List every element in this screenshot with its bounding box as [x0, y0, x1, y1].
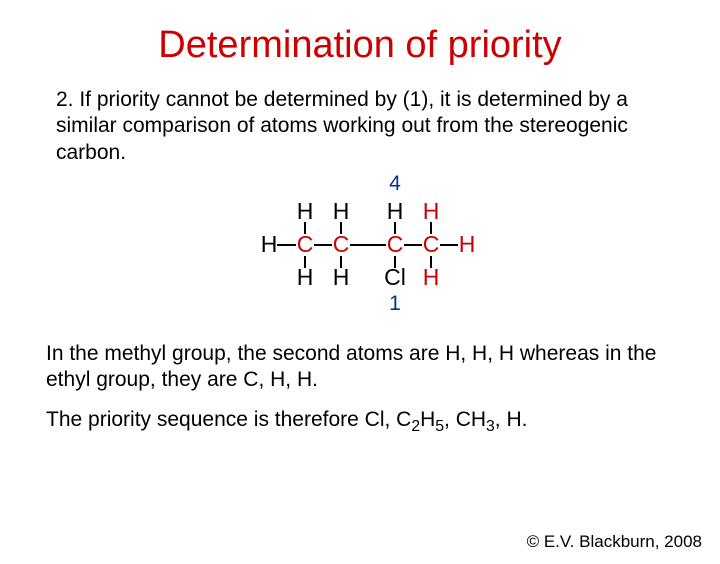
svg-text:C: C	[423, 231, 440, 257]
svg-text:H: H	[387, 198, 404, 224]
svg-text:C: C	[297, 231, 314, 257]
paragraph-methyl-ethyl: In the methyl group, the second atoms ar…	[46, 341, 664, 394]
rule-text: 2. If priority cannot be determined by (…	[56, 87, 664, 166]
svg-text:H: H	[333, 198, 350, 224]
seq-text: , CH	[444, 408, 486, 431]
svg-text:C: C	[387, 231, 404, 257]
svg-text:H: H	[423, 198, 440, 224]
page-title: Determination of priority	[0, 24, 720, 67]
chemical-structure-diagram: 4 H H H H H C C C C H H H Cl H 1	[0, 172, 720, 327]
seq-text: H	[420, 408, 435, 431]
sub-2: 2	[411, 418, 420, 435]
svg-text:H: H	[459, 231, 476, 257]
svg-text:H: H	[297, 198, 314, 224]
sub-5: 5	[435, 418, 444, 435]
svg-text:C: C	[333, 231, 350, 257]
sub-3: 3	[486, 418, 495, 435]
seq-text: , H.	[495, 408, 528, 431]
seq-text: The priority sequence is therefore Cl, C	[46, 408, 411, 431]
copyright-text: © E.V. Blackburn, 2008	[527, 532, 702, 552]
svg-text:4: 4	[389, 172, 401, 195]
paragraph-priority-sequence: The priority sequence is therefore Cl, C…	[46, 407, 664, 437]
svg-text:H: H	[261, 231, 278, 257]
svg-text:1: 1	[389, 292, 401, 315]
